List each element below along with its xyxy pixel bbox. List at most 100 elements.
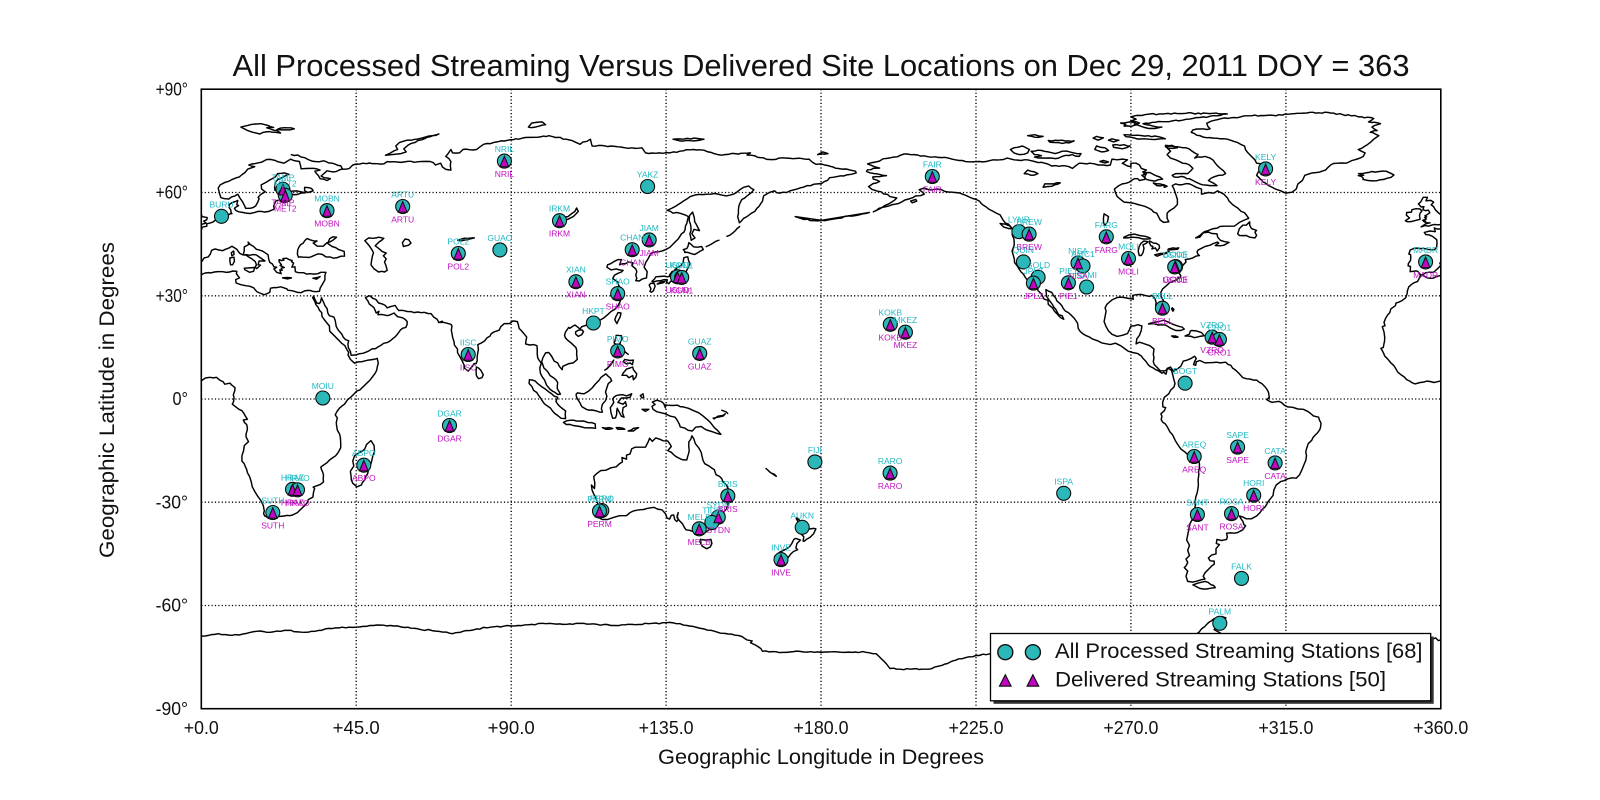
svg-text:ARTU: ARTU [391,190,414,200]
svg-text:FAIR: FAIR [923,160,942,170]
svg-text:HKPT: HKPT [582,306,605,316]
svg-text:NISA: NISA [1068,271,1088,281]
svg-text:HRAZ: HRAZ [281,497,304,507]
svg-text:MADR: MADR [1413,270,1438,280]
svg-text:0°: 0° [173,389,189,409]
svg-text:HORI: HORI [1243,503,1264,513]
svg-text:XIAN: XIAN [566,290,586,300]
svg-text:AREQ: AREQ [1182,465,1206,475]
svg-text:IRKM: IRKM [549,204,570,214]
svg-text:IRKM: IRKM [549,229,570,239]
svg-text:-60°: -60° [156,596,188,616]
svg-text:TAMP: TAMP [271,172,294,182]
svg-text:RARO: RARO [878,456,903,466]
svg-text:USUD: USUD [665,260,689,270]
svg-text:MOLI: MOLI [1118,242,1139,252]
svg-text:+90°: +90° [156,80,188,100]
svg-text:MELB: MELB [688,537,711,547]
svg-text:MOBN: MOBN [314,219,340,229]
svg-text:TIDB: TIDB [702,505,722,515]
svg-text:MOLI: MOLI [1118,267,1139,277]
svg-text:+270.0: +270.0 [1103,718,1158,738]
svg-text:LYNR: LYNR [1008,215,1030,225]
svg-text:BOGT: BOGT [1173,366,1197,376]
svg-text:AUKN: AUKN [790,510,814,520]
svg-text:BRIS: BRIS [718,504,738,514]
svg-text:MKEZ: MKEZ [894,340,918,350]
svg-text:KOKB: KOKB [878,332,902,342]
svg-text:ARTU: ARTU [391,215,414,225]
svg-text:MELB: MELB [688,512,711,522]
svg-text:SANT: SANT [1186,498,1209,508]
svg-text:HRAZ: HRAZ [281,472,304,482]
svg-text:NISA: NISA [1068,246,1088,256]
svg-text:KELY: KELY [1255,152,1276,162]
svg-text:+225.0: +225.0 [949,718,1004,738]
svg-text:USNO: USNO [1162,275,1187,285]
svg-text:GODE: GODE [1163,250,1188,260]
svg-text:GODE: GODE [1163,275,1188,285]
svg-text:PERO: PERO [590,494,614,504]
svg-text:POL2: POL2 [447,262,469,272]
svg-text:CATA: CATA [1264,446,1286,456]
svg-text:KELY: KELY [1255,177,1276,187]
svg-text:QUIN: QUIN [1013,245,1034,255]
svg-text:-30°: -30° [156,492,188,512]
svg-text:MOBN: MOBN [314,194,340,204]
svg-text:+90.0: +90.0 [488,718,535,738]
svg-text:+0.0: +0.0 [184,718,219,738]
svg-text:PIE1: PIE1 [1059,266,1078,276]
svg-text:SYDN: SYDN [706,500,730,510]
svg-text:+180.0: +180.0 [794,718,849,738]
svg-text:MOIU: MOIU [312,381,334,391]
svg-text:+60°: +60° [156,183,188,203]
svg-text:+135.0: +135.0 [639,718,694,738]
svg-text:+45.0: +45.0 [333,718,380,738]
svg-text:PIE1: PIE1 [1059,291,1078,301]
svg-text:SHAO: SHAO [606,277,630,287]
svg-text:GOLD: GOLD [1026,260,1050,270]
svg-text:XIAN: XIAN [566,265,586,275]
svg-text:SAPE: SAPE [1226,455,1249,465]
svg-text:ABPO: ABPO [352,448,376,458]
svg-text:ABPO: ABPO [352,473,376,483]
svg-text:BURU: BURU [209,199,233,209]
svg-text:BELL: BELL [1152,316,1173,326]
svg-text:HORI: HORI [1243,478,1264,488]
svg-text:Delivered Streaming Stations [: Delivered Streaming Stations [50] [1055,669,1386,692]
svg-text:AMC1: AMC1 [1071,249,1095,259]
svg-text:PIMO: PIMO [607,359,629,369]
svg-text:BREW: BREW [1016,217,1042,227]
svg-text:FARG: FARG [1095,245,1118,255]
svg-text:NRIL: NRIL [495,169,515,179]
svg-text:SAPE: SAPE [1226,430,1249,440]
svg-text:FARG: FARG [1095,220,1118,230]
svg-text:ROSA: ROSA [1219,497,1243,507]
svg-text:TAMP: TAMP [271,197,294,207]
svg-text:INVE: INVE [771,543,791,553]
svg-text:AREQ: AREQ [1182,440,1206,450]
svg-text:GUAO: GUAO [487,233,512,243]
svg-text:Geographic Longitude in Degree: Geographic Longitude in Degrees [658,746,984,769]
svg-text:SANT: SANT [1186,523,1209,533]
svg-text:+315.0: +315.0 [1258,718,1313,738]
svg-text:MET2: MET2 [274,203,297,213]
svg-text:FAIR: FAIR [923,185,942,195]
svg-text:All Processed Streaming Versus: All Processed Streaming Versus Delivered… [233,48,1410,83]
svg-text:YAKZ: YAKZ [637,170,659,180]
svg-text:BRIS: BRIS [718,479,738,489]
svg-text:MET2: MET2 [274,178,297,188]
svg-text:-90°: -90° [156,699,188,719]
svg-text:NRIL: NRIL [495,144,515,154]
svg-text:SHAO: SHAO [606,302,630,312]
svg-text:VZRO: VZRO [1200,320,1224,330]
svg-text:ROSA: ROSA [1219,522,1243,532]
svg-text:INVE: INVE [771,568,791,578]
svg-text:BELL: BELL [1152,291,1173,301]
svg-text:CHAN: CHAN [620,258,644,268]
svg-text:CRO1: CRO1 [1208,322,1232,332]
svg-text:FIJI: FIJI [808,445,822,455]
svg-text:PERM: PERM [587,494,612,504]
svg-text:FALK: FALK [1231,561,1252,571]
svg-text:PIMO: PIMO [607,334,629,344]
